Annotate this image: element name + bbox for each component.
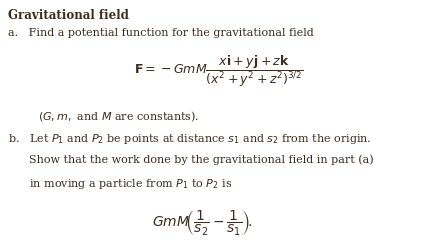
Text: Show that the work done by the gravitational field in part (a): Show that the work done by the gravitati… xyxy=(8,154,374,165)
Text: $\mathbf{F} = -GmM\dfrac{x\mathbf{i} + y\mathbf{j} + z\mathbf{k}}{(x^2 + y^2 + z: $\mathbf{F} = -GmM\dfrac{x\mathbf{i} + y… xyxy=(134,54,304,89)
Text: $(G, m,$ and $M$ are constants).: $(G, m,$ and $M$ are constants). xyxy=(38,110,200,124)
Text: a.   Find a potential function for the gravitational field: a. Find a potential function for the gra… xyxy=(8,28,314,38)
Text: Gravitational field: Gravitational field xyxy=(8,9,129,22)
Text: b.   Let $P_1$ and $P_2$ be points at distance $s_1$ and $s_2$ from the origin.: b. Let $P_1$ and $P_2$ be points at dist… xyxy=(8,132,372,146)
Text: $GmM\!\left(\dfrac{1}{s_2} - \dfrac{1}{s_1}\right)\!.$: $GmM\!\left(\dfrac{1}{s_2} - \dfrac{1}{s… xyxy=(152,208,252,237)
Text: in moving a particle from $P_1$ to $P_2$ is: in moving a particle from $P_1$ to $P_2$… xyxy=(8,177,232,191)
